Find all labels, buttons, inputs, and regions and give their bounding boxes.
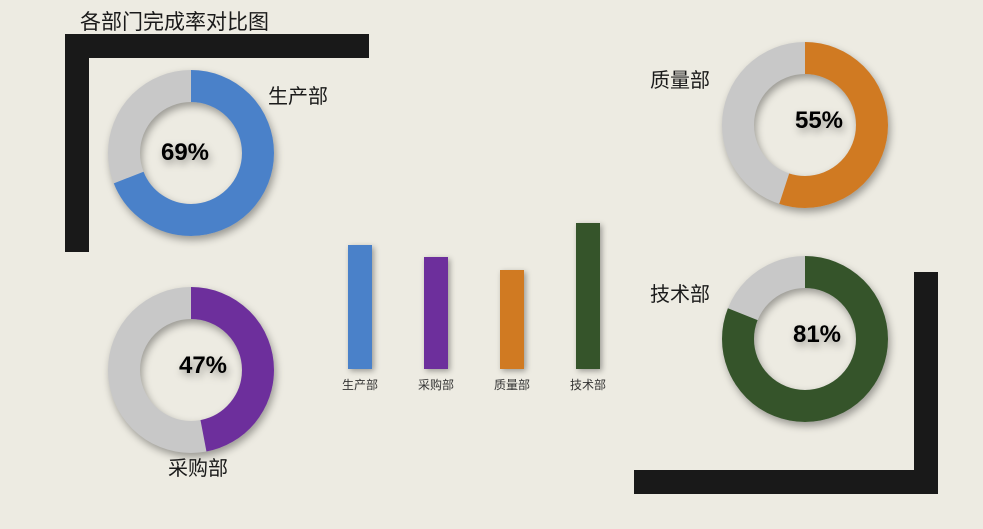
donut-production-label: 生产部 <box>268 80 328 109</box>
donut-quality-label: 质量部 <box>650 64 710 93</box>
donut-technical-label: 技术部 <box>650 278 710 307</box>
bracket-bottom-right-h <box>634 470 938 494</box>
bar-label-技术部: 技术部 <box>558 376 618 393</box>
bracket-top-left-v <box>65 34 89 252</box>
bar-生产部 <box>348 245 372 369</box>
page-title: 各部门完成率对比图 <box>80 6 269 36</box>
donut-purchasing-label: 采购部 <box>168 452 228 481</box>
bracket-top-left-h <box>65 34 369 58</box>
bar-采购部 <box>424 257 448 369</box>
bar-chart: 生产部采购部质量部技术部 <box>328 190 624 400</box>
donut-production: 69% <box>108 70 274 236</box>
bar-label-质量部: 质量部 <box>482 376 542 393</box>
donut-production-pct: 69% <box>161 139 209 167</box>
bar-质量部 <box>500 270 524 369</box>
donut-technical: 81% <box>722 256 888 422</box>
donut-purchasing-pct: 47% <box>179 352 227 380</box>
donut-technical-pct: 81% <box>793 321 841 349</box>
donut-purchasing: 47% <box>108 287 274 453</box>
donut-quality-pct: 55% <box>795 107 843 135</box>
bar-label-生产部: 生产部 <box>330 376 390 393</box>
donut-quality: 55% <box>722 42 888 208</box>
bar-技术部 <box>576 223 600 369</box>
bracket-bottom-right-v <box>914 272 938 494</box>
bar-label-采购部: 采购部 <box>406 376 466 393</box>
